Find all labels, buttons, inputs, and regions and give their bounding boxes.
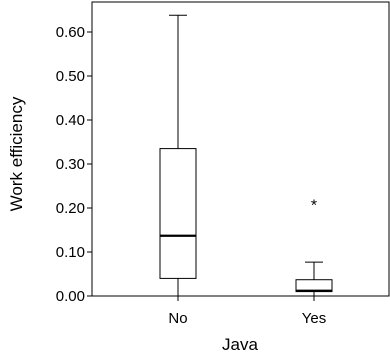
y-tick-label: 0.10 bbox=[56, 244, 85, 261]
y-tick-label: 0.60 bbox=[56, 24, 85, 41]
box-no bbox=[159, 14, 197, 297]
y-tick-label: 0.20 bbox=[56, 200, 85, 217]
x-axis-title: Java bbox=[222, 335, 258, 354]
y-tick-label: 0.30 bbox=[56, 156, 85, 173]
iqr-box bbox=[159, 148, 197, 279]
x-tick-label: Yes bbox=[302, 310, 326, 327]
y-tick-label: 0.00 bbox=[56, 288, 85, 305]
box-yes: * bbox=[295, 197, 333, 297]
outlier-marker: * bbox=[311, 197, 317, 214]
x-tick-label: No bbox=[168, 310, 187, 327]
x-axis: No Yes bbox=[168, 296, 326, 327]
y-axis: 0.00 0.10 0.20 0.30 0.40 0.50 0.60 bbox=[56, 24, 92, 305]
y-axis-title: Work efficiency bbox=[7, 96, 26, 211]
plot-border bbox=[91, 1, 390, 297]
y-tick-label: 0.40 bbox=[56, 112, 85, 129]
y-tick-label: 0.50 bbox=[56, 68, 85, 85]
plot-frame bbox=[91, 1, 390, 297]
boxes: * bbox=[159, 14, 333, 297]
